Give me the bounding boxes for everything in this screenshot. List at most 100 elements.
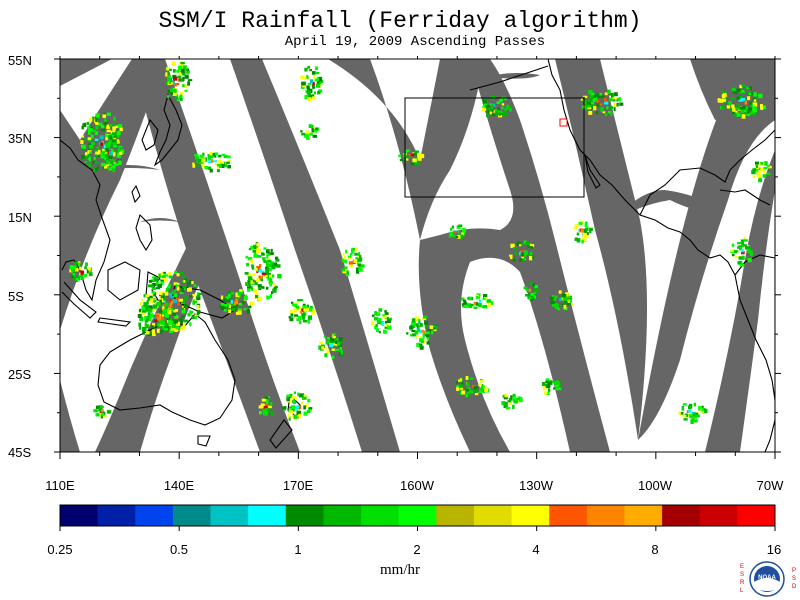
- rain-pixel: [469, 303, 474, 307]
- rain-pixel: [152, 282, 156, 287]
- rain-pixel: [165, 302, 169, 307]
- rain-pixel: [89, 128, 93, 132]
- rain-pixel: [94, 131, 99, 136]
- rain-pixel: [339, 346, 342, 351]
- rain-pixel: [221, 161, 225, 164]
- rain-pixel: [415, 162, 420, 166]
- rain-pixel: [467, 393, 471, 397]
- rain-pixel: [508, 398, 511, 401]
- rain-pixel: [164, 305, 168, 310]
- rain-pixel: [293, 308, 298, 313]
- rain-pixel: [418, 319, 421, 324]
- coast-caribbean: [719, 189, 771, 206]
- rain-pixel: [565, 296, 569, 301]
- rain-pixel: [451, 225, 455, 229]
- rain-pixel: [588, 111, 593, 115]
- rain-pixel: [184, 319, 189, 323]
- rain-pixel: [173, 289, 177, 293]
- lon-label: 70W: [756, 478, 784, 493]
- rain-pixel: [165, 322, 169, 326]
- rain-pixel: [736, 96, 740, 100]
- rain-pixel: [613, 107, 616, 112]
- rain-pixel: [739, 245, 744, 248]
- rain-pixel: [92, 167, 98, 173]
- rain-pixel: [250, 280, 254, 284]
- rain-pixel: [165, 72, 168, 77]
- rain-pixel: [114, 125, 119, 129]
- rain-pixel: [761, 105, 766, 110]
- rain-pixel: [545, 378, 550, 383]
- rain-pixel: [251, 282, 254, 285]
- rain-pixel: [264, 396, 269, 400]
- rain-pixel: [107, 162, 113, 167]
- rain-pixel: [86, 269, 89, 274]
- rain-pixel: [613, 102, 617, 108]
- rain-pixel: [113, 135, 117, 138]
- rain-pixel: [356, 270, 360, 274]
- rain-pixel: [113, 116, 116, 121]
- rain-pixel: [293, 400, 297, 405]
- rain-pixel: [261, 286, 265, 289]
- rain-pixel: [416, 325, 420, 329]
- rain-pixel: [93, 409, 98, 413]
- rain-pixel: [762, 174, 767, 178]
- rain-pixel: [255, 295, 259, 299]
- rain-pixel: [474, 392, 479, 396]
- rain-pixel: [529, 251, 533, 256]
- rain-pixel: [743, 244, 747, 247]
- rain-pixel: [150, 298, 155, 303]
- rain-pixel: [95, 117, 98, 123]
- rain-pixel: [378, 331, 381, 334]
- rain-pixel: [518, 399, 523, 403]
- coast-baja: [584, 154, 601, 189]
- rain-pixel: [172, 69, 176, 73]
- rain-pixel: [99, 413, 102, 418]
- rain-pixel: [701, 407, 704, 412]
- rain-pixel: [306, 76, 309, 79]
- rain-pixel: [415, 316, 420, 321]
- rain-pixel: [197, 292, 200, 296]
- rain-pixel: [308, 124, 313, 128]
- rain-pixel: [171, 291, 175, 294]
- colorbar-segment: [210, 505, 249, 526]
- rain-pixel: [260, 278, 264, 282]
- rain-pixel: [610, 96, 614, 100]
- rain-pixel: [746, 107, 750, 111]
- rain-pixel: [196, 164, 199, 168]
- rain-pixel: [692, 411, 696, 415]
- rain-pixel: [104, 166, 108, 169]
- rain-pixel: [191, 316, 196, 319]
- rain-pixel: [602, 111, 606, 114]
- rain-pixel: [319, 77, 323, 82]
- rain-pixel: [293, 391, 297, 395]
- rain-pixel: [84, 160, 88, 164]
- rain-pixel: [749, 250, 753, 253]
- rain-pixel: [304, 67, 308, 72]
- rain-pixel: [478, 383, 482, 387]
- rain-pixel: [182, 76, 185, 82]
- rain-pixel: [595, 98, 598, 102]
- rain-pixel: [598, 106, 602, 111]
- rain-pixel: [410, 153, 414, 157]
- rain-pixel: [767, 165, 772, 169]
- rain-pixel: [88, 130, 91, 135]
- rain-pixel: [317, 90, 321, 95]
- rain-pixel: [499, 97, 504, 102]
- rain-pixel: [528, 296, 533, 300]
- rain-pixel: [302, 303, 306, 306]
- rain-pixel: [463, 305, 467, 308]
- rain-pixel: [269, 402, 273, 405]
- rain-pixel: [151, 287, 156, 291]
- rain-pixel: [268, 405, 272, 409]
- rain-pixel: [740, 98, 746, 101]
- rain-pixel: [105, 142, 110, 146]
- rain-pixel: [563, 307, 567, 311]
- rain-pixel: [307, 82, 312, 85]
- rain-pixel: [374, 316, 379, 321]
- rain-pixel: [301, 132, 306, 136]
- rain-pixel: [556, 381, 560, 386]
- rain-pixel: [475, 302, 479, 306]
- rain-pixel: [583, 95, 588, 99]
- rain-pixel: [178, 298, 183, 302]
- rain-pixel: [491, 113, 497, 117]
